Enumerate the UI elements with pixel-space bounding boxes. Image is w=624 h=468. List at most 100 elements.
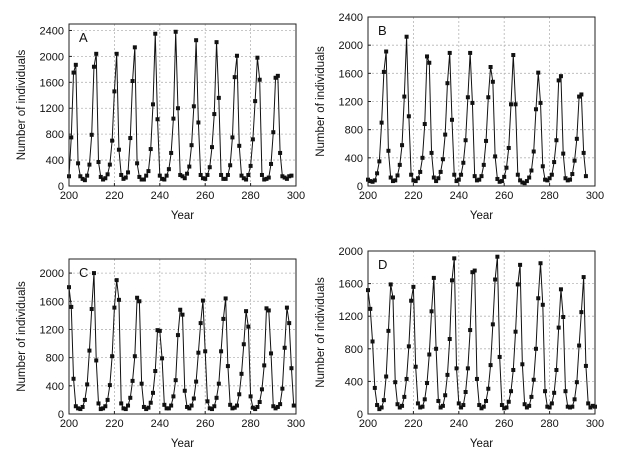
y-tick-label: 1600	[339, 279, 363, 291]
x-tick-label: 280	[241, 418, 259, 430]
data-point	[250, 137, 255, 142]
data-point	[549, 172, 554, 177]
data-point	[572, 397, 577, 402]
data-point	[568, 177, 573, 182]
x-tick-label: 200	[60, 418, 78, 430]
data-point	[418, 405, 423, 410]
data-point	[85, 173, 90, 178]
data-point	[80, 176, 85, 181]
data-point	[144, 407, 149, 412]
data-point	[533, 346, 538, 351]
data-point	[287, 321, 292, 326]
data-point	[588, 405, 593, 410]
data-point	[509, 389, 514, 394]
data-point	[511, 53, 516, 58]
data-point	[420, 404, 425, 409]
data-point	[481, 162, 486, 167]
data-point	[130, 79, 135, 84]
data-point	[291, 403, 296, 408]
data-point	[545, 178, 550, 183]
data-point	[171, 394, 176, 399]
data-point	[239, 371, 244, 376]
data-point	[422, 122, 427, 127]
data-point	[572, 158, 577, 163]
data-point	[139, 177, 144, 182]
data-point	[495, 254, 500, 259]
data-point	[379, 120, 384, 125]
data-point	[379, 405, 384, 410]
data-point	[107, 162, 112, 167]
data-point	[404, 34, 409, 39]
data-point	[126, 403, 131, 408]
data-point	[180, 312, 185, 317]
x-tick-label: 280	[540, 418, 558, 430]
data-point	[230, 406, 235, 411]
data-point	[404, 376, 409, 381]
data-point	[527, 175, 532, 180]
data-point	[402, 94, 407, 99]
data-point	[538, 100, 543, 105]
data-point	[110, 354, 115, 359]
data-point	[71, 70, 76, 75]
data-point	[103, 404, 108, 409]
data-point	[431, 175, 436, 180]
data-point	[529, 394, 534, 399]
data-point	[269, 161, 274, 166]
data-point	[520, 180, 525, 185]
data-point	[212, 112, 217, 117]
data-point	[452, 256, 457, 261]
data-point	[579, 310, 584, 315]
data-point	[540, 302, 545, 307]
data-point	[545, 404, 550, 409]
data-point	[205, 399, 210, 404]
data-point	[248, 163, 253, 168]
data-point	[219, 349, 224, 354]
data-point	[273, 406, 278, 411]
data-point	[518, 178, 523, 183]
data-point	[565, 178, 570, 183]
data-point	[187, 406, 192, 411]
data-point	[162, 402, 167, 407]
data-point	[499, 403, 504, 408]
data-point	[583, 174, 588, 179]
panel-label: C	[79, 265, 88, 280]
data-point	[449, 278, 454, 283]
data-point	[212, 404, 217, 409]
chart-panel-a: 200 220 240 260 280 300 0 400 800 1200 1600 2000 240…	[16, 23, 305, 222]
data-point	[244, 177, 249, 182]
data-point	[87, 348, 92, 353]
data-point	[73, 404, 78, 409]
data-point	[468, 50, 473, 55]
data-point	[248, 394, 253, 399]
data-point	[207, 406, 212, 411]
data-point	[386, 148, 391, 153]
data-point	[139, 381, 144, 386]
data-point	[520, 362, 525, 367]
data-point	[146, 169, 151, 174]
data-point	[78, 174, 83, 179]
data-point	[577, 94, 582, 99]
data-point	[429, 309, 434, 314]
data-point	[443, 393, 448, 398]
data-point	[253, 99, 258, 104]
data-point	[262, 363, 267, 368]
data-point	[434, 346, 439, 351]
y-tick-label: 800	[46, 353, 64, 365]
data-point	[434, 179, 439, 184]
data-point	[477, 177, 482, 182]
data-point	[511, 367, 516, 372]
data-point	[194, 38, 199, 43]
data-point	[253, 407, 258, 412]
data-point	[409, 298, 414, 303]
data-point	[259, 172, 264, 177]
x-axis-label: Year	[171, 210, 194, 222]
data-point	[160, 356, 165, 361]
data-point	[495, 176, 500, 181]
x-tick-label: 220	[105, 190, 123, 202]
data-point	[200, 298, 205, 303]
data-point	[456, 401, 461, 406]
data-point	[278, 402, 283, 407]
data-point	[529, 168, 534, 173]
data-point	[241, 342, 246, 347]
data-point	[223, 296, 228, 301]
